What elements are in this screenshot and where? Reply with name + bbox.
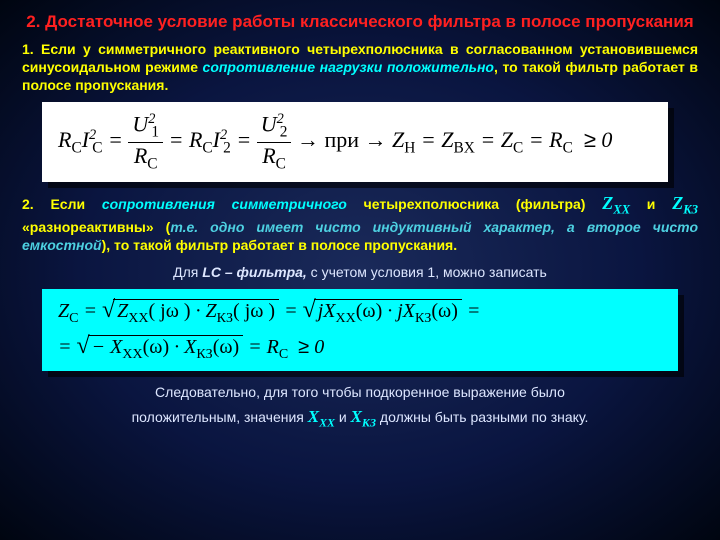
paragraph-3: Для LC – фильтра, с учетом условия 1, мо… (22, 263, 698, 281)
paragraph-2: 2. Если сопротивления симметричного четы… (22, 192, 698, 254)
p2-c: «разнореактивны» ( (22, 219, 170, 235)
p2-pre: 2. Если (22, 196, 85, 212)
p2-d: ), то такой фильтр работает в полосе про… (102, 237, 458, 253)
p2-accent-a: сопротивления симметричного (85, 196, 347, 212)
slide-title: 2. Достаточное условие работы классическ… (22, 10, 698, 34)
p2-b1: четырехполюсника (фильтра) (347, 196, 602, 212)
paragraph-4: Следовательно, для того чтобы подкоренно… (22, 381, 698, 433)
paragraph-1: 1. Если у симметричного реактивного четы… (22, 40, 698, 95)
p1-accent: сопротивление нагрузки положительно (203, 59, 494, 75)
formula-2: ZC = ZXX( jω ) · ZКЗ( jω ) = jXXX(ω) · j… (42, 289, 678, 371)
formula-1: RCI2C = U21 RC = RCI22 = U22 RC → при → … (42, 102, 668, 182)
